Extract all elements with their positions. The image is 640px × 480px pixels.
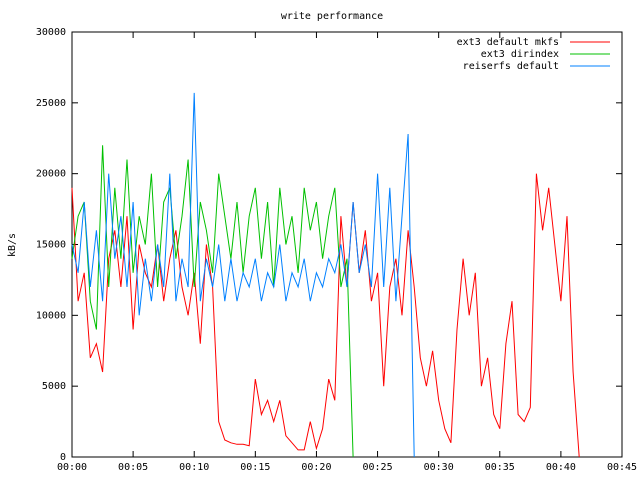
x-tick-label: 00:40 [546,462,576,473]
x-tick-label: 00:05 [118,462,148,473]
y-tick-label: 15000 [36,240,66,251]
legend-label: reiserfs default [463,61,559,72]
series-line [71,92,415,458]
legend-label: ext3 dirindex [481,49,559,60]
y-tick-label: 0 [60,452,66,463]
plot-border [71,31,623,458]
x-tick-label: 00:35 [485,462,515,473]
x-tick-label: 00:20 [301,462,331,473]
x-tick-label: 00:10 [179,462,209,473]
series-line [71,145,354,458]
legend-label: ext3 default mkfs [457,37,559,48]
x-tick-label: 00:15 [240,462,270,473]
x-tick-label: 00:30 [424,462,454,473]
x-tick-label: 00:25 [363,462,393,473]
y-tick-label: 10000 [36,310,66,321]
y-tick-label: 5000 [42,381,66,392]
y-tick-label: 25000 [36,98,66,109]
y-tick-label: 30000 [36,27,66,38]
y-axis-label: kB/s [7,233,18,257]
x-tick-label: 00:45 [607,462,637,473]
chart-title: write performance [281,11,383,22]
x-tick-label: 00:00 [57,462,87,473]
y-tick-label: 20000 [36,169,66,180]
